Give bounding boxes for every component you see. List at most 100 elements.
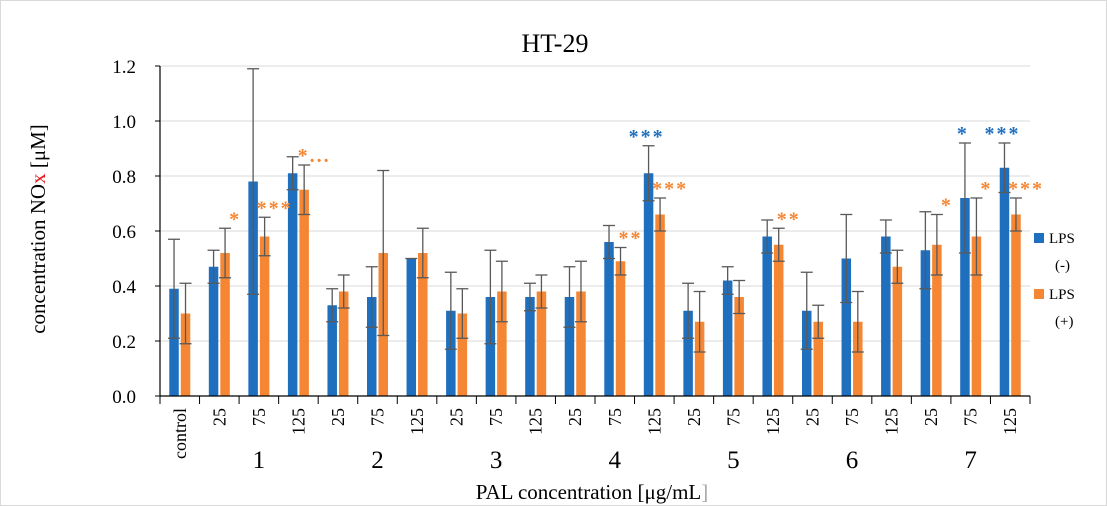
x-category-label: 125: [644, 408, 664, 435]
y-axis-title-subscript: x: [26, 173, 50, 184]
legend-label-lps-minus-line2: (-): [1055, 258, 1070, 274]
bar-lps-plus: [536, 291, 547, 396]
y-tick-label: 0.2: [112, 332, 136, 353]
legend-swatch-lps-minus: [1034, 233, 1044, 243]
legend-label-lps-minus-line1: LPS: [1049, 231, 1075, 247]
significance-mark-lps-plus: ***: [1008, 178, 1044, 200]
bar-lps-minus: [208, 266, 219, 396]
bar-lps-plus: [813, 321, 823, 396]
error-bars: [168, 68, 1022, 353]
y-axis-title: concentration NOx [μM]: [26, 124, 50, 334]
x-group-label: 3: [490, 447, 503, 474]
bar-lps-plus: [773, 244, 784, 396]
x-category-label: 75: [486, 408, 506, 426]
significance-marks: *** * **** ****...********* ***: [229, 123, 1044, 250]
significance-mark-lps-minus: *: [957, 123, 969, 145]
legend-label-lps-plus-line1: LPS: [1049, 287, 1075, 303]
x-category-label: 75: [961, 408, 981, 426]
bar-lps-plus: [338, 291, 349, 396]
bar-lps-plus: [418, 253, 428, 396]
bars: [169, 167, 1021, 396]
axes: [155, 65, 1031, 404]
x-category-label: 125: [526, 408, 546, 435]
significance-mark-lps-plus: *: [980, 178, 992, 200]
significance-mark-lps-minus: ***: [984, 123, 1020, 145]
legend: LPS (-) LPS (+): [1034, 231, 1075, 330]
significance-mark-lps-plus: ***: [257, 197, 293, 219]
x-category-label: 125: [1000, 408, 1020, 435]
x-category-label: 25: [803, 408, 823, 426]
x-axis-title-main: PAL concentration [μg/mL: [476, 480, 702, 504]
bar-lps-plus: [971, 236, 982, 396]
y-tick-label: 0.4: [112, 277, 136, 298]
y-tick-label: 0.6: [112, 222, 136, 243]
y-axis-title-prefix: concentration NO: [26, 184, 50, 334]
x-group-label: 2: [371, 447, 384, 474]
x-group-label: 4: [609, 447, 622, 474]
x-category-label: 75: [605, 408, 625, 426]
bar-lps-plus: [457, 313, 468, 396]
x-group-label: 1: [253, 447, 266, 474]
y-tick-label: 1.2: [112, 57, 136, 78]
y-axis-title-suffix: [μM]: [26, 124, 50, 173]
bar-lps-minus: [604, 242, 614, 396]
bar-lps-minus: [169, 288, 179, 396]
bar-lps-plus: [655, 214, 665, 396]
bar-lps-plus: [1011, 214, 1021, 396]
bar-lps-minus: [722, 280, 733, 396]
significance-mark-lps-plus: *: [229, 208, 241, 230]
x-group-label: 7: [964, 447, 977, 474]
bar-lps-minus: [446, 310, 456, 396]
bar-lps-plus: [497, 291, 507, 396]
significance-mark-lps-minus: ***: [629, 126, 665, 148]
chart-title: HT-29: [522, 29, 589, 58]
bar-lps-plus: [180, 313, 191, 396]
x-category-label: control: [170, 408, 190, 459]
significance-mark-lps-plus: **: [777, 208, 801, 230]
bar-lps-minus: [406, 258, 417, 396]
bar-lps-minus: [643, 173, 654, 396]
x-category-label: 75: [842, 408, 862, 426]
bar-lps-plus: [220, 253, 230, 396]
bar-lps-plus: [932, 244, 942, 396]
x-category-label: 125: [763, 408, 783, 435]
bar-lps-minus: [762, 236, 772, 396]
bar-lps-plus: [694, 321, 705, 396]
bar-lps-plus: [615, 261, 626, 396]
x-category-label: 125: [288, 408, 308, 435]
x-axis-title-bracket: ]: [701, 480, 708, 504]
bar-lps-minus: [999, 167, 1010, 396]
legend-swatch-lps-plus: [1034, 289, 1044, 299]
x-category-label: 25: [209, 408, 229, 426]
y-tick-label: 0.0: [112, 387, 136, 408]
bar-lps-minus: [327, 305, 337, 396]
legend-label-lps-plus-line2: (+): [1055, 314, 1073, 330]
x-category-label: 75: [249, 408, 269, 426]
x-category-label: 125: [407, 408, 427, 435]
x-category-label: 25: [921, 408, 941, 426]
significance-mark-lps-plus: *...: [298, 145, 331, 167]
bar-lps-plus: [576, 291, 586, 396]
x-category-label: 25: [684, 408, 704, 426]
x-group-label: 6: [846, 447, 859, 474]
significance-mark-lps-plus: **: [619, 228, 643, 250]
y-tick-label: 0.8: [112, 167, 136, 188]
x-category-label: 25: [447, 408, 467, 426]
bar-lps-minus: [287, 173, 298, 396]
bar-lps-plus: [259, 236, 270, 396]
bar-lps-minus: [564, 297, 575, 396]
bar-lps-plus: [734, 297, 744, 396]
y-tick-label: 1.0: [112, 112, 136, 133]
bar-lps-minus: [683, 310, 693, 396]
bar-lps-minus: [485, 297, 496, 396]
x-group-label: 5: [727, 447, 740, 474]
significance-mark-lps-plus: ***: [652, 178, 688, 200]
bar-lps-minus: [920, 250, 931, 396]
bar-lps-minus: [367, 297, 377, 396]
bar-lps-minus: [802, 310, 812, 396]
bar-lps-plus: [892, 266, 903, 396]
x-category-label: 25: [565, 408, 585, 426]
x-category-label: 75: [368, 408, 388, 426]
bar-lps-plus: [299, 189, 309, 396]
